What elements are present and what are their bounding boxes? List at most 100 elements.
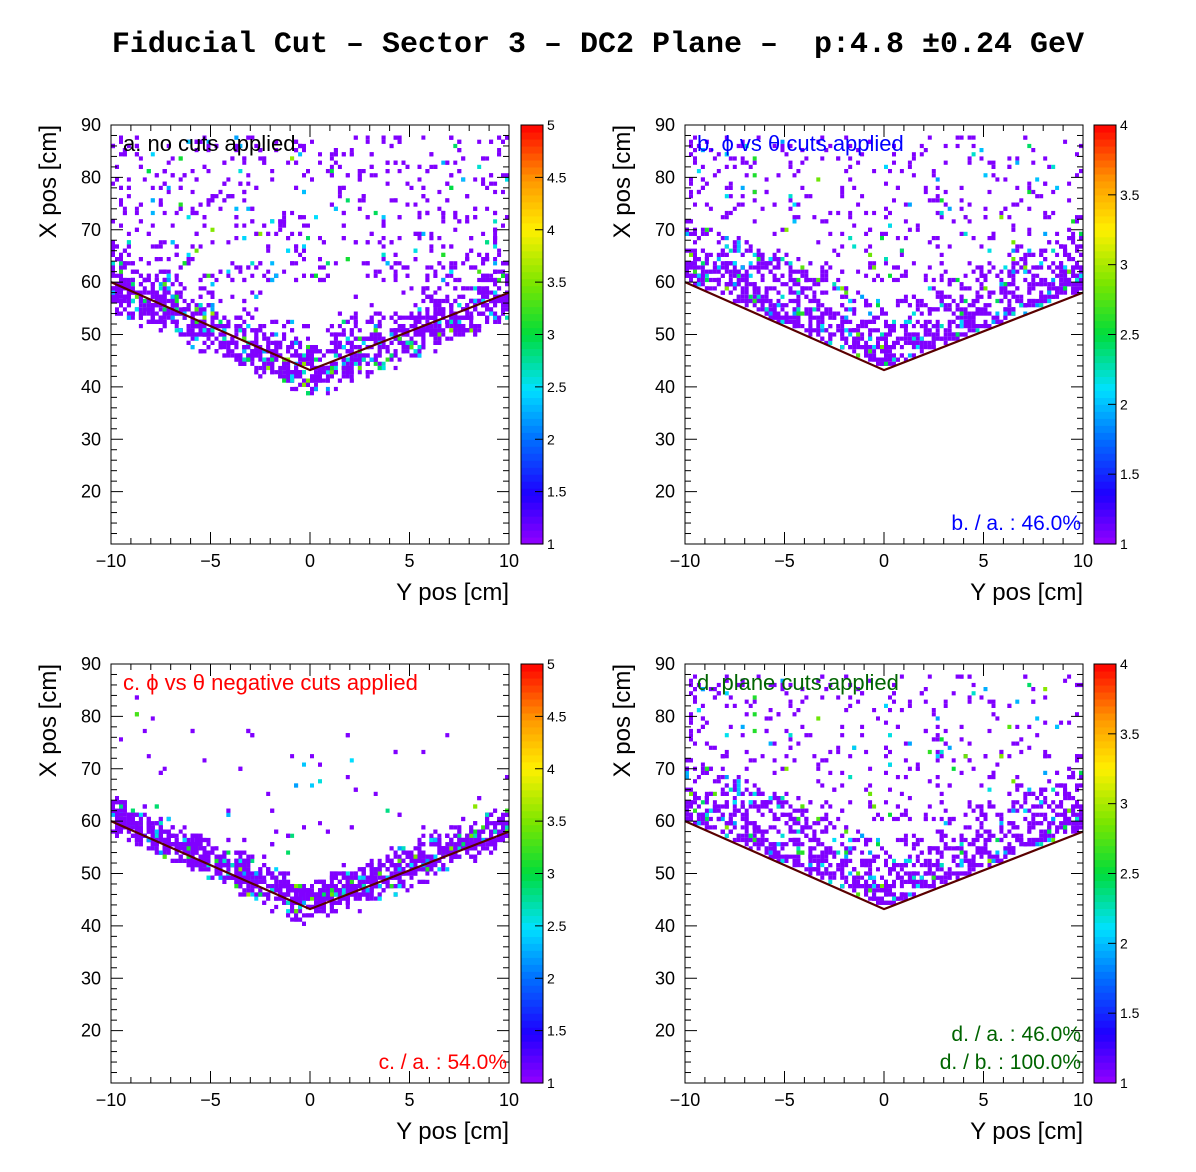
data-bin [194, 148, 199, 153]
data-bin [417, 867, 422, 872]
data-bin [178, 290, 183, 295]
data-bin [493, 219, 498, 224]
data-bin [119, 290, 123, 295]
data-bin [955, 315, 960, 320]
data-bin [979, 269, 984, 274]
colorbar-segment [521, 166, 543, 175]
data-bin [437, 311, 442, 316]
colorbar-tick-label: 4 [547, 222, 555, 238]
data-bin [728, 290, 733, 295]
data-bin [975, 265, 980, 270]
colorbar-segment [521, 495, 543, 503]
data-bin [852, 345, 857, 350]
data-bin [772, 257, 777, 262]
data-bin [138, 311, 143, 316]
data-bin [290, 374, 295, 379]
data-bin [1007, 290, 1012, 295]
data-bin [278, 345, 283, 350]
data-bin [693, 148, 697, 153]
data-bin [325, 370, 330, 375]
data-bin [744, 273, 749, 278]
data-bin [955, 135, 960, 140]
colorbar-tick-label: 2.5 [547, 379, 567, 395]
data-bin [868, 336, 873, 341]
data-bin [708, 269, 713, 274]
data-bin [931, 277, 936, 283]
data-bin [693, 273, 697, 278]
data-bin [369, 336, 374, 341]
data-bin [166, 143, 171, 149]
data-bin [971, 152, 976, 157]
data-bin [234, 324, 239, 329]
data-bin [943, 202, 948, 207]
data-bin [449, 319, 454, 324]
data-bin [796, 298, 801, 304]
data-bin [266, 345, 271, 350]
data-bin [760, 265, 765, 270]
data-bin [357, 361, 362, 366]
data-bin [349, 758, 354, 763]
data-bin [864, 353, 869, 358]
data-bin [206, 202, 211, 207]
data-bin [764, 298, 769, 304]
data-bin [852, 311, 857, 316]
data-bin [728, 282, 733, 287]
data-bin [776, 290, 781, 295]
y-tick-label: 50 [655, 325, 675, 345]
data-bin [848, 143, 853, 149]
data-bin [959, 298, 964, 304]
data-bin [1027, 227, 1032, 232]
data-bin [752, 303, 757, 308]
data-bin [868, 303, 873, 308]
data-bin [864, 349, 869, 354]
data-bin [493, 189, 498, 195]
data-bin [880, 349, 884, 354]
data-bin [238, 169, 243, 174]
data-bin [888, 361, 892, 366]
colorbar-segment [1094, 152, 1116, 161]
data-bin [983, 307, 988, 312]
data-bin [505, 294, 509, 299]
data-bin [1027, 290, 1032, 295]
data-bin [461, 328, 466, 333]
data-bin [744, 290, 749, 295]
data-bin [445, 273, 450, 278]
data-bin [286, 871, 291, 876]
data-bin [158, 328, 163, 333]
data-bin [230, 340, 235, 345]
data-bin [421, 185, 426, 190]
data-bin [816, 328, 821, 333]
data-bin [892, 198, 896, 203]
data-bin [792, 277, 797, 283]
data-bin [222, 198, 227, 203]
data-bin [927, 319, 932, 324]
data-bin [298, 374, 303, 379]
data-bin [170, 173, 175, 178]
data-bin [314, 273, 318, 278]
data-bin [357, 357, 362, 362]
data-bin [234, 357, 239, 362]
data-bin [1027, 206, 1032, 211]
data-bin [198, 286, 203, 291]
data-bin [724, 185, 729, 190]
data-bin [393, 198, 398, 203]
data-bin [768, 298, 773, 304]
y-tick-label: 40 [81, 377, 101, 397]
data-bin [337, 311, 342, 316]
data-bin [337, 332, 342, 337]
data-bin [341, 370, 346, 375]
data-bin [780, 139, 785, 144]
data-bin [361, 336, 366, 341]
data-bin [864, 340, 869, 345]
colorbar-tick-label: 4 [1120, 117, 1128, 133]
data-bin [437, 340, 442, 345]
data-bin [903, 202, 908, 207]
data-bin [884, 215, 888, 220]
data-bin [361, 169, 366, 174]
data-bin [1011, 248, 1016, 253]
data-bin [999, 277, 1004, 283]
data-bin [903, 357, 908, 362]
data-bin [1035, 194, 1040, 199]
data-bin [389, 353, 394, 358]
colorbar-segment [521, 467, 543, 475]
